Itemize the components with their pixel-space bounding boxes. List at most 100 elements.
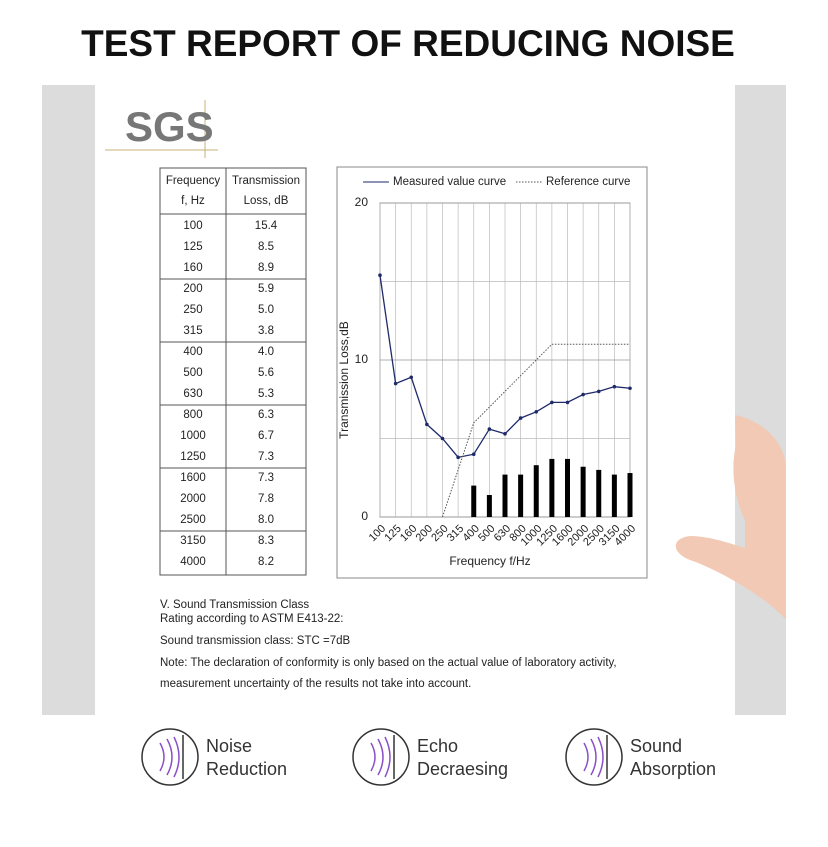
x-axis-label: Frequency f/Hz	[449, 554, 530, 568]
bar	[611, 474, 617, 517]
table-header: Frequency	[166, 175, 221, 187]
bar	[565, 458, 570, 517]
series-point	[487, 427, 492, 431]
series-point	[456, 455, 460, 460]
table-cell: 15.4	[255, 220, 278, 232]
series-point	[425, 422, 429, 427]
table-cell: 8.9	[258, 262, 274, 274]
table-cell: 5.6	[258, 367, 274, 379]
features: Noise Reduction Echo Decraesing Sound Absorpt…	[141, 728, 716, 786]
note-line: Rating according to ASTM E413-22:	[160, 613, 343, 625]
feature-label: Echo	[417, 736, 458, 756]
bar	[518, 474, 524, 517]
series-point	[393, 381, 398, 386]
bar	[502, 474, 508, 517]
bar	[486, 495, 492, 517]
table-cell: 7.3	[258, 472, 274, 484]
table-cell: 160	[183, 262, 202, 274]
feature-icon	[583, 736, 604, 778]
table-cell: 8.3	[258, 535, 274, 547]
y-tick-label: 0	[361, 509, 368, 523]
legend-label: Measured value curve	[393, 176, 506, 188]
table-cell: 8.0	[258, 514, 274, 526]
table-border	[159, 167, 307, 576]
table-cell: 4.0	[258, 346, 274, 358]
report-sheet	[95, 85, 735, 715]
table-cell: 630	[183, 388, 202, 400]
hand	[675, 415, 786, 620]
table-cell: 500	[183, 367, 202, 379]
table-cell: 250	[183, 304, 202, 316]
note-line: Sound transmission class: STC =7dB	[160, 635, 350, 647]
table-cell: 100	[183, 220, 202, 232]
feature-icon	[141, 728, 199, 786]
page-title: TEST REPORT OF REDUCING NOISE	[81, 23, 735, 64]
table: Frequency f, Hz Transmission Loss, dB 100 15.…	[159, 167, 307, 576]
table-header: Transmission	[232, 175, 300, 187]
feature-icon	[159, 736, 180, 778]
table-cell: 3150	[180, 535, 206, 547]
feature-label: Reduction	[206, 759, 287, 779]
feature-icon	[352, 728, 410, 786]
table-cell: 7.8	[258, 493, 274, 505]
table-header: f, Hz	[181, 195, 205, 207]
series-point	[534, 410, 539, 414]
feature-icon	[565, 728, 623, 786]
table-cell: 2000	[180, 493, 206, 505]
note-line: Note: The declaration of conformity is o…	[160, 657, 617, 669]
feature-label: Decraesing	[417, 759, 508, 779]
table-cell: 1600	[180, 472, 206, 484]
table-cell: 4000	[180, 556, 206, 568]
table-header: Loss, dB	[244, 195, 289, 207]
bar	[471, 485, 477, 517]
notes: V. Sound Transmission Class Rating accord…	[160, 599, 617, 690]
table-cell: 8.2	[258, 556, 274, 568]
table-cell: 7.3	[258, 451, 274, 463]
chart-frame	[336, 166, 648, 579]
series-point	[409, 375, 414, 380]
table-cell: 8.5	[258, 241, 274, 253]
y-tick-label: 10	[355, 352, 369, 366]
table-cell: 2500	[180, 514, 206, 526]
series-point	[503, 431, 507, 436]
note-line: V. Sound Transmission Class	[160, 599, 309, 611]
feature-label: Absorption	[630, 759, 716, 779]
bar	[596, 469, 602, 517]
series-point	[565, 400, 570, 405]
table-cell: 5.0	[258, 304, 274, 316]
table-cell: 6.3	[258, 409, 274, 421]
series-point	[440, 436, 445, 441]
bar	[549, 458, 555, 517]
table-cell: 6.7	[258, 430, 274, 442]
series-point	[628, 386, 632, 391]
table-cell: 800	[183, 409, 202, 421]
y-axis-label: Transmission Loss,dB	[337, 321, 351, 439]
y-tick-label: 20	[355, 195, 369, 209]
table-cell: 1250	[180, 451, 206, 463]
table-cell: 1000	[180, 430, 206, 442]
table-cell: 400	[183, 346, 202, 358]
series-point	[471, 452, 476, 457]
logo: SGS	[125, 103, 214, 150]
feature-label: Sound	[630, 736, 682, 756]
legend-label: Reference curve	[546, 176, 630, 188]
series-point	[596, 389, 601, 394]
series-point	[518, 416, 523, 420]
series-point	[612, 384, 617, 389]
table-cell: 125	[183, 241, 202, 253]
note-line: measurement uncertainty of the results n…	[160, 678, 471, 690]
bar	[580, 466, 586, 517]
feature-icon	[370, 736, 391, 778]
table-cell: 3.8	[258, 325, 274, 337]
series-point	[378, 273, 382, 278]
table-cell: 200	[183, 283, 202, 295]
bar	[627, 473, 633, 517]
table-cell: 315	[183, 325, 202, 337]
bar	[533, 465, 539, 517]
table-cell: 5.9	[258, 283, 274, 295]
feature-label: Noise	[206, 736, 252, 756]
series-line	[442, 343, 630, 518]
series-point	[550, 400, 554, 405]
table-cell: 5.3	[258, 388, 274, 400]
